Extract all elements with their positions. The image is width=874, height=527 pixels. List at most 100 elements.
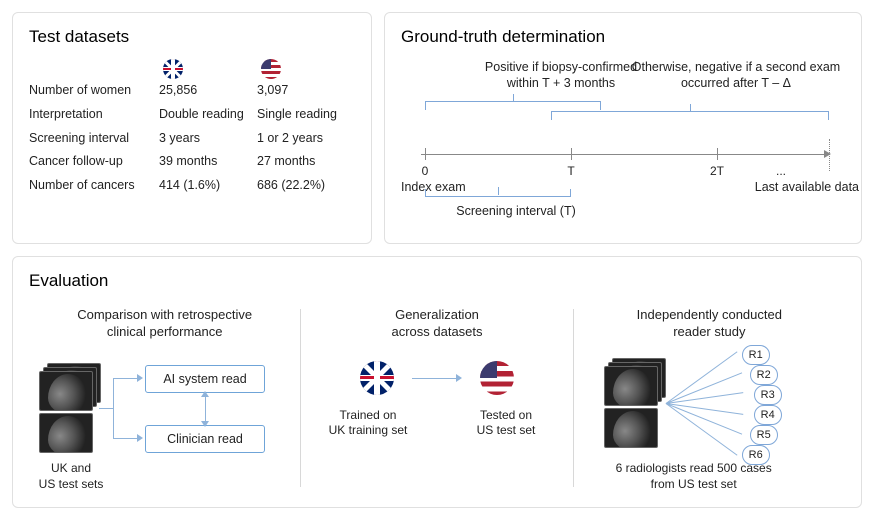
clinician-read-box: Clinician read — [145, 425, 265, 453]
tick-t — [571, 148, 572, 160]
arrow-line — [113, 378, 137, 379]
reader-node: R5 — [750, 425, 778, 445]
mammogram-stack — [604, 358, 668, 450]
col3-subtitle: Independently conducted reader study — [584, 307, 835, 341]
eval-col-generalization: Generalization across datasets — [301, 303, 572, 493]
col2-sub-l1: Generalization — [311, 307, 562, 324]
arrowhead-icon — [201, 421, 209, 427]
row-us: 1 or 2 years — [257, 127, 355, 151]
row-label: Interpretation — [29, 103, 159, 127]
panel-test-datasets: Test datasets Number of women 25,856 3,0… — [12, 12, 372, 244]
negative-l2: occurred after T – Δ — [621, 75, 851, 91]
row-us: 3,097 — [257, 79, 355, 103]
last-data-label: Last available data — [749, 179, 859, 195]
col1-subtitle: Comparison with retrospective clinical p… — [39, 307, 290, 341]
col3-cap-l2: from US test set — [594, 477, 794, 493]
arrowhead-icon — [137, 374, 143, 382]
tested-l1: Tested on — [461, 408, 551, 424]
col1-cap-l1: UK and — [31, 461, 111, 477]
col3-sub-l1: Independently conducted — [584, 307, 835, 324]
tick-label-t: T — [567, 164, 574, 178]
col1-cap-l2: US test sets — [31, 477, 111, 493]
reader-line — [665, 372, 741, 404]
uk-flag-icon — [163, 59, 183, 79]
trained-caption: Trained on UK training set — [323, 408, 413, 439]
reader-node: R1 — [742, 345, 770, 365]
col3-sub-l2: reader study — [584, 324, 835, 341]
screening-brace — [425, 187, 571, 197]
title-evaluation: Evaluation — [29, 271, 845, 291]
arrow-line — [113, 438, 137, 439]
ai-read-box: AI system read — [145, 365, 265, 393]
trained-l1: Trained on — [323, 408, 413, 424]
negative-brace — [551, 111, 829, 121]
row-label: Cancer follow-up — [29, 150, 159, 174]
col1-sub-l2: clinical performance — [39, 324, 290, 341]
row-us: 686 (22.2%) — [257, 174, 355, 198]
col1-sub-l1: Comparison with retrospective — [39, 307, 290, 324]
tick-label-0: 0 — [422, 164, 429, 178]
panel-evaluation: Evaluation Comparison with retrospective… — [12, 256, 862, 508]
arrow-line — [113, 378, 114, 438]
panel-ground-truth: Ground-truth determination Positive if b… — [384, 12, 862, 244]
reader-node: R2 — [750, 365, 778, 385]
screening-interval-label: Screening interval (T) — [441, 203, 591, 219]
row-uk: Double reading — [159, 103, 257, 127]
mammogram-icon — [39, 413, 93, 453]
dotted-end-line — [829, 139, 830, 171]
arrow-line — [99, 408, 113, 409]
table-row: Screening interval 3 years 1 or 2 years — [29, 127, 355, 151]
trained-l2: UK training set — [323, 423, 413, 439]
header-flag-us — [257, 59, 355, 79]
eval-col-reader-study: Independently conducted reader study R1 … — [574, 303, 845, 493]
mammogram-icon — [39, 371, 93, 411]
row-uk: 25,856 — [159, 79, 257, 103]
arrowhead-icon — [201, 391, 209, 397]
us-flag-icon — [480, 361, 514, 395]
negative-l1: Otherwise, negative if a second exam — [621, 59, 851, 75]
evaluation-body: Comparison with retrospective clinical p… — [29, 303, 845, 493]
tested-caption: Tested on US test set — [461, 408, 551, 439]
row-us: Single reading — [257, 103, 355, 127]
title-ground-truth: Ground-truth determination — [401, 27, 845, 47]
row-uk: 39 months — [159, 150, 257, 174]
col1-caption: UK and US test sets — [31, 461, 111, 492]
us-flag-icon — [261, 59, 281, 79]
arrow-uk-to-us — [412, 378, 462, 380]
table-row: Number of women 25,856 3,097 — [29, 79, 355, 103]
datasets-table: Number of women 25,856 3,097 Interpretat… — [29, 59, 355, 198]
row-label: Number of women — [29, 79, 159, 103]
tick-2t — [717, 148, 718, 160]
reader-node: R4 — [754, 405, 782, 425]
tested-l2: US test set — [461, 423, 551, 439]
positive-brace — [425, 101, 601, 111]
col2-subtitle: Generalization across datasets — [311, 307, 562, 341]
table-row: Interpretation Double reading Single rea… — [29, 103, 355, 127]
tick-label-dots: ... — [776, 164, 786, 178]
mammogram-stack — [39, 363, 103, 455]
row-uk: 3 years — [159, 127, 257, 151]
header-flag-uk — [159, 59, 257, 79]
tick-label-2t: 2T — [710, 164, 724, 178]
negative-label: Otherwise, negative if a second exam occ… — [621, 59, 851, 92]
col3-caption: 6 radiologists read 500 cases from US te… — [594, 461, 794, 492]
us-flag-block — [480, 361, 514, 398]
table-row: Cancer follow-up 39 months 27 months — [29, 150, 355, 174]
tick-0 — [425, 148, 426, 160]
reader-node: R3 — [754, 385, 782, 405]
mammogram-icon — [604, 366, 658, 406]
row-us: 27 months — [257, 150, 355, 174]
table-row: Number of cancers 414 (1.6%) 686 (22.2%) — [29, 174, 355, 198]
arrow-line — [205, 395, 206, 423]
col3-cap-l1: 6 radiologists read 500 cases — [594, 461, 794, 477]
title-test-datasets: Test datasets — [29, 27, 355, 47]
arrowhead-icon — [137, 434, 143, 442]
uk-flag-block — [360, 361, 394, 398]
mammogram-icon — [604, 408, 658, 448]
row-label: Screening interval — [29, 127, 159, 151]
eval-col-comparison: Comparison with retrospective clinical p… — [29, 303, 300, 493]
uk-flag-icon — [360, 361, 394, 395]
timeline-axis — [421, 154, 825, 155]
row-label: Number of cancers — [29, 174, 159, 198]
header-spacer — [29, 59, 159, 79]
